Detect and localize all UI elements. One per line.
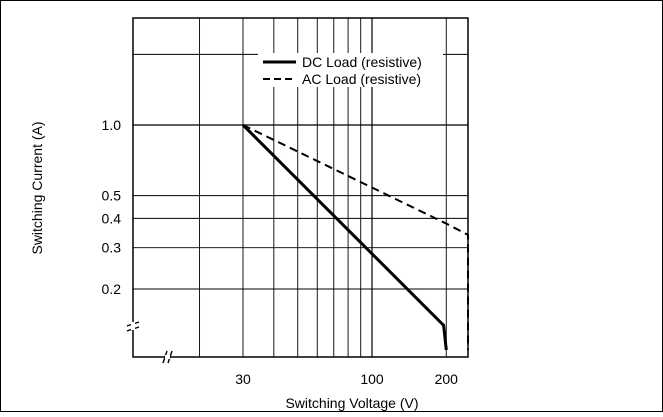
y-axis-break-gap [131, 322, 135, 330]
x-tick-label: 100 [360, 371, 384, 387]
x-axis-label: Switching Voltage (V) [285, 395, 418, 411]
y-tick-label: 0.4 [102, 210, 122, 226]
y-tick-label: 0.5 [102, 188, 122, 204]
y-tick-label: 0.3 [102, 240, 122, 256]
x-tick-label: 200 [435, 371, 459, 387]
y-axis-label: Switching Current (A) [29, 121, 45, 254]
legend: DC Load (resistive)AC Load (resistive) [258, 53, 443, 87]
axis-breaks [126, 321, 173, 364]
x-axis-break-gap [165, 355, 170, 359]
tick-labels: 30 100 200 1.0 0.5 0.4 0.3 0.2 [102, 117, 459, 387]
plot-border [132, 17, 469, 358]
x-tick-label: 30 [235, 371, 251, 387]
y-tick-label: 0.2 [102, 281, 122, 297]
legend-label: AC Load (resistive) [302, 71, 421, 87]
legend-background [258, 53, 443, 87]
series-line-ac-load [242, 124, 469, 350]
series-group [241, 123, 469, 351]
series-line-dc-load [241, 123, 448, 351]
y-tick-label: 1.0 [102, 117, 122, 133]
legend-label: DC Load (resistive) [302, 54, 422, 70]
